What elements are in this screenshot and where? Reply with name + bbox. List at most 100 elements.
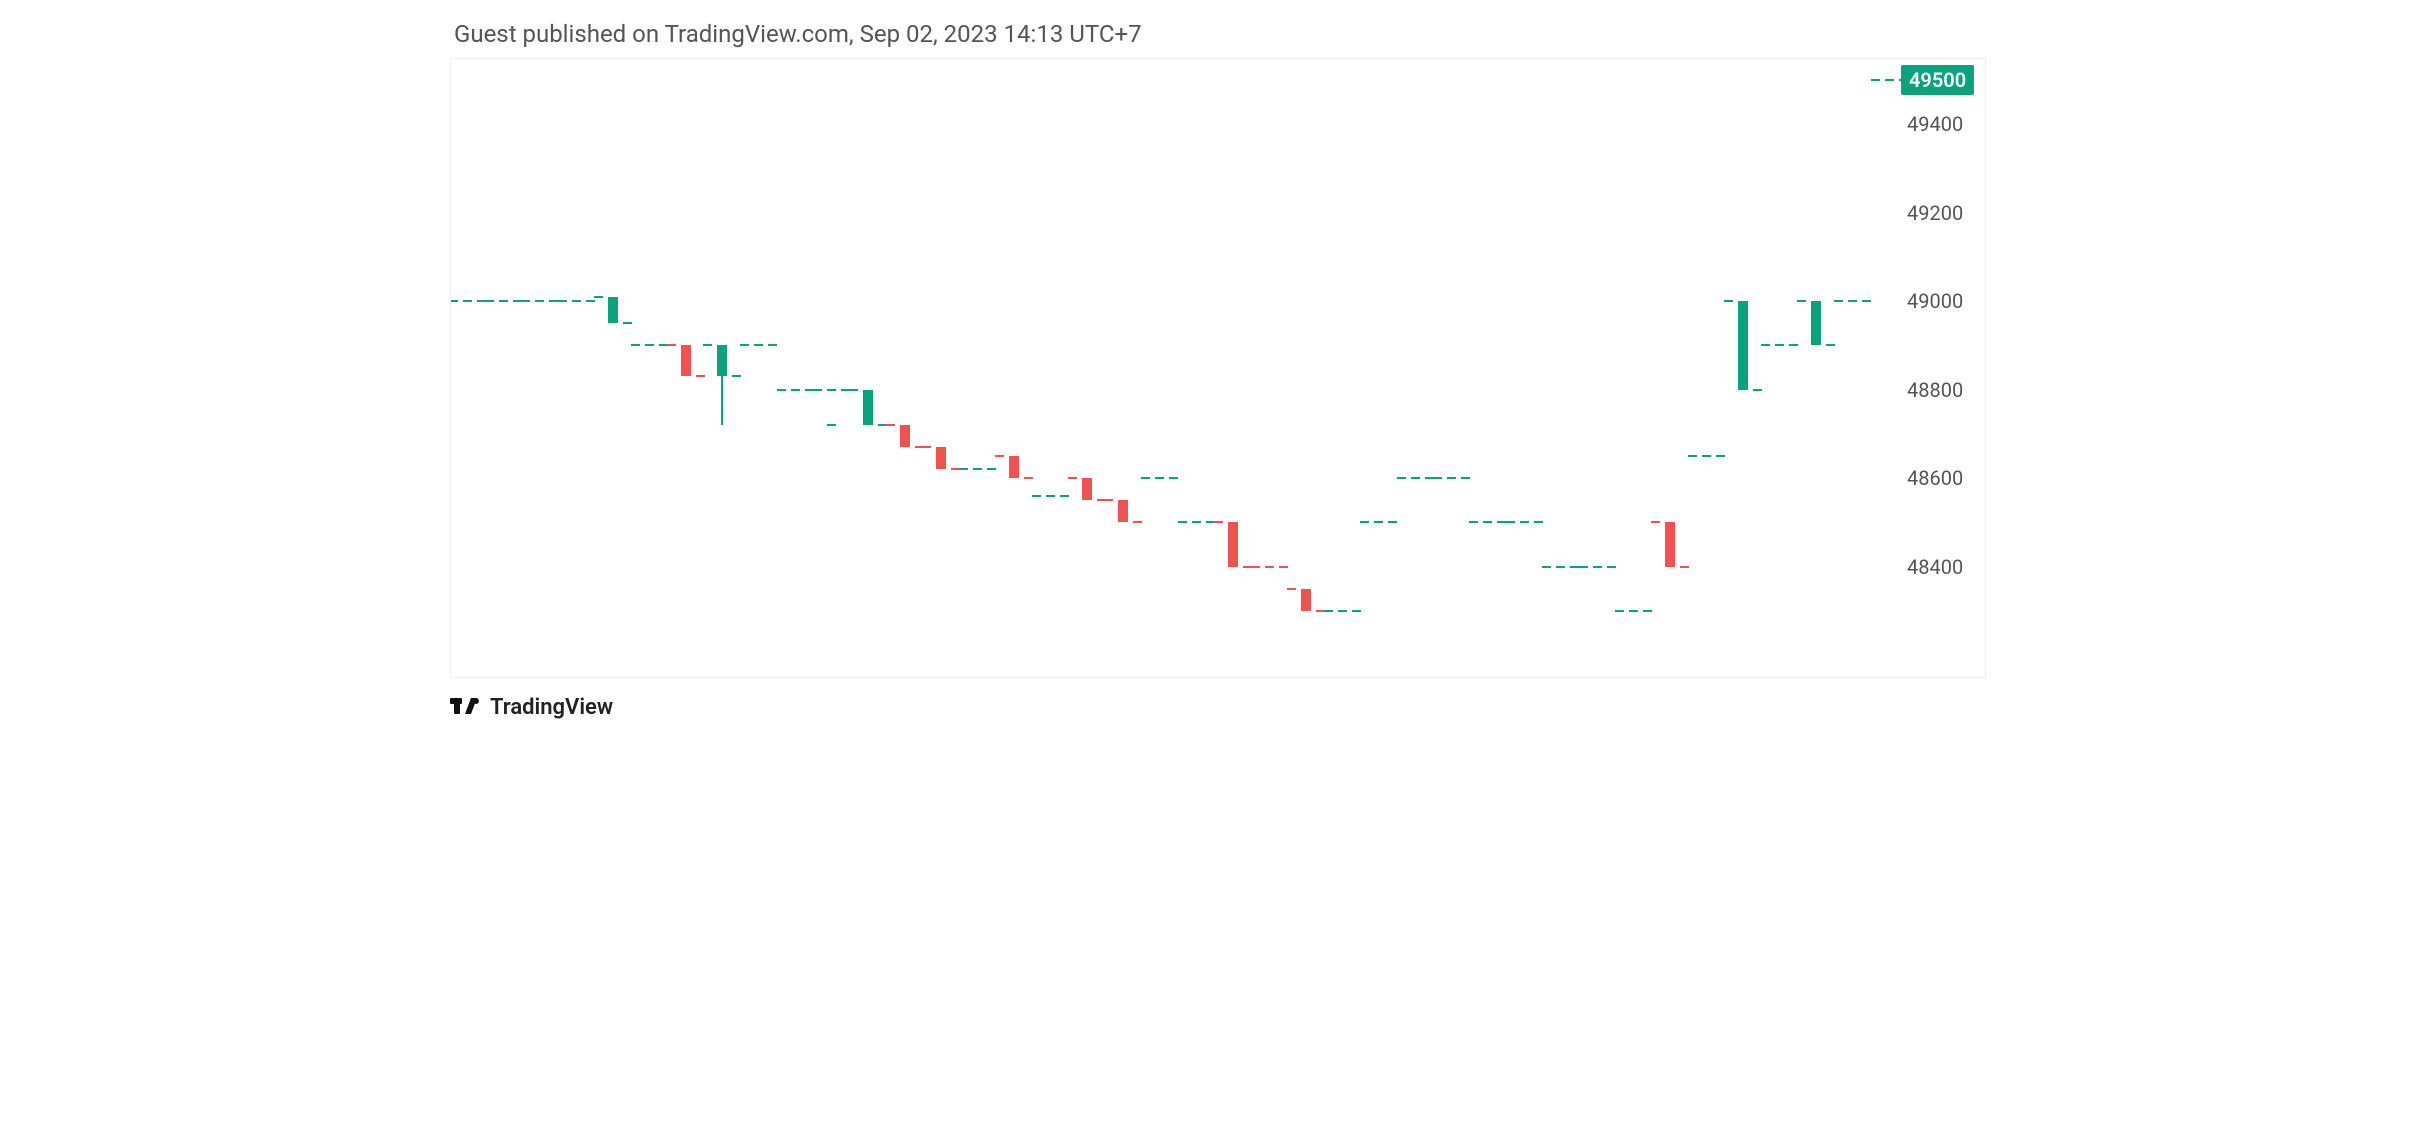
candle-doji [1789, 344, 1798, 346]
candle-doji [1469, 521, 1478, 523]
candle-doji [572, 300, 581, 302]
candle-doji [973, 468, 982, 470]
candle-doji [1388, 521, 1397, 523]
candle-doji [1265, 566, 1274, 568]
candle-doji [1324, 610, 1333, 612]
candle-wick [1086, 478, 1088, 500]
candle-doji [586, 300, 595, 302]
candle-lead [1104, 499, 1113, 501]
candle-doji [1702, 455, 1711, 457]
candle-doji [791, 389, 800, 391]
candle-doji [1775, 344, 1784, 346]
candle-doji [1834, 300, 1843, 302]
candle-doji [1862, 300, 1871, 302]
candle-wick [904, 425, 906, 447]
candle-wick [1305, 589, 1307, 611]
candle-lead [1214, 521, 1223, 523]
candle-wick [940, 447, 942, 469]
candle-doji [740, 344, 749, 346]
candle-wick [685, 345, 687, 376]
candle-doji [1279, 566, 1288, 568]
candle-doji [827, 424, 836, 426]
candle-doji [1506, 521, 1515, 523]
candle-doji [768, 344, 777, 346]
candle-doji [1848, 300, 1857, 302]
candle-doji [1374, 521, 1383, 523]
candle-wick [1013, 456, 1015, 478]
candle-wick [1815, 301, 1817, 345]
candle-lead [732, 375, 741, 377]
candlestick-chart[interactable]: 49400492004900048800486004840009:3010:03… [450, 58, 1986, 678]
candle-doji [1169, 477, 1178, 479]
candle-doji [959, 468, 968, 470]
candle-wick [867, 390, 869, 425]
candle-doji [1607, 566, 1616, 568]
candle-lead [667, 344, 676, 346]
candle-lead [703, 344, 712, 346]
y-axis-label: 48800 [1907, 378, 1963, 402]
candle-lead [1651, 521, 1660, 523]
candle-doji [1433, 477, 1442, 479]
candle-doji [1338, 610, 1347, 612]
candle-doji [827, 389, 836, 391]
candle-doji [1251, 566, 1260, 568]
candle-doji [1192, 521, 1201, 523]
tradingview-logo-icon [450, 694, 480, 720]
candle-doji [1461, 477, 1470, 479]
candle-lead [886, 424, 895, 426]
candle-wick [1669, 522, 1671, 566]
brand-label: TradingView [490, 695, 613, 720]
candle-doji [1761, 344, 1770, 346]
candle-doji [1579, 566, 1588, 568]
footer: TradingView [450, 694, 1986, 720]
candle-doji [1141, 477, 1150, 479]
candle-doji [1716, 455, 1725, 457]
candle-doji [1032, 495, 1041, 497]
candle-doji [1060, 495, 1069, 497]
candle-lead [1068, 477, 1077, 479]
candle-doji [463, 300, 472, 302]
candle-lead [594, 296, 603, 298]
candle-lead [1024, 477, 1033, 479]
candle-doji [1629, 610, 1638, 612]
candle-doji [1885, 79, 1894, 81]
candle-doji [1447, 477, 1456, 479]
candle-doji [1483, 521, 1492, 523]
candle-doji [1397, 477, 1406, 479]
y-axis-label: 48400 [1907, 555, 1963, 579]
current-price-flag: 49500 [1901, 65, 1974, 95]
y-axis-label: 48600 [1907, 466, 1963, 490]
candle-wick [1232, 522, 1234, 566]
candle-lead [1133, 521, 1142, 523]
candle-doji [987, 468, 996, 470]
candle-doji [631, 344, 640, 346]
candle-doji [1534, 521, 1543, 523]
candle-doji [754, 344, 763, 346]
candle-doji [485, 300, 494, 302]
candle-doji [1046, 495, 1055, 497]
candle-doji [1352, 610, 1361, 612]
candle-lead [1680, 566, 1689, 568]
candle-doji [1643, 610, 1652, 612]
y-axis-label: 49200 [1907, 201, 1963, 225]
candle-doji [1155, 477, 1164, 479]
candle-doji [1688, 455, 1697, 457]
candle-lead [1826, 344, 1835, 346]
candle-doji [1615, 610, 1624, 612]
candle-doji [1899, 79, 1908, 81]
candle-doji [1178, 521, 1187, 523]
candle-lead [623, 322, 632, 324]
candle-doji [813, 389, 822, 391]
candle-doji [1593, 566, 1602, 568]
candle-lead [1753, 389, 1762, 391]
candle-doji [1542, 566, 1551, 568]
candle-lead [1287, 588, 1296, 590]
candle-doji [645, 344, 654, 346]
candle-doji [1871, 79, 1880, 81]
candle-doji [521, 300, 530, 302]
candle-doji [499, 300, 508, 302]
candle-lead [849, 389, 858, 391]
candle-lead [1797, 300, 1806, 302]
candle-lead [1724, 300, 1733, 302]
candle-wick [1742, 301, 1744, 389]
